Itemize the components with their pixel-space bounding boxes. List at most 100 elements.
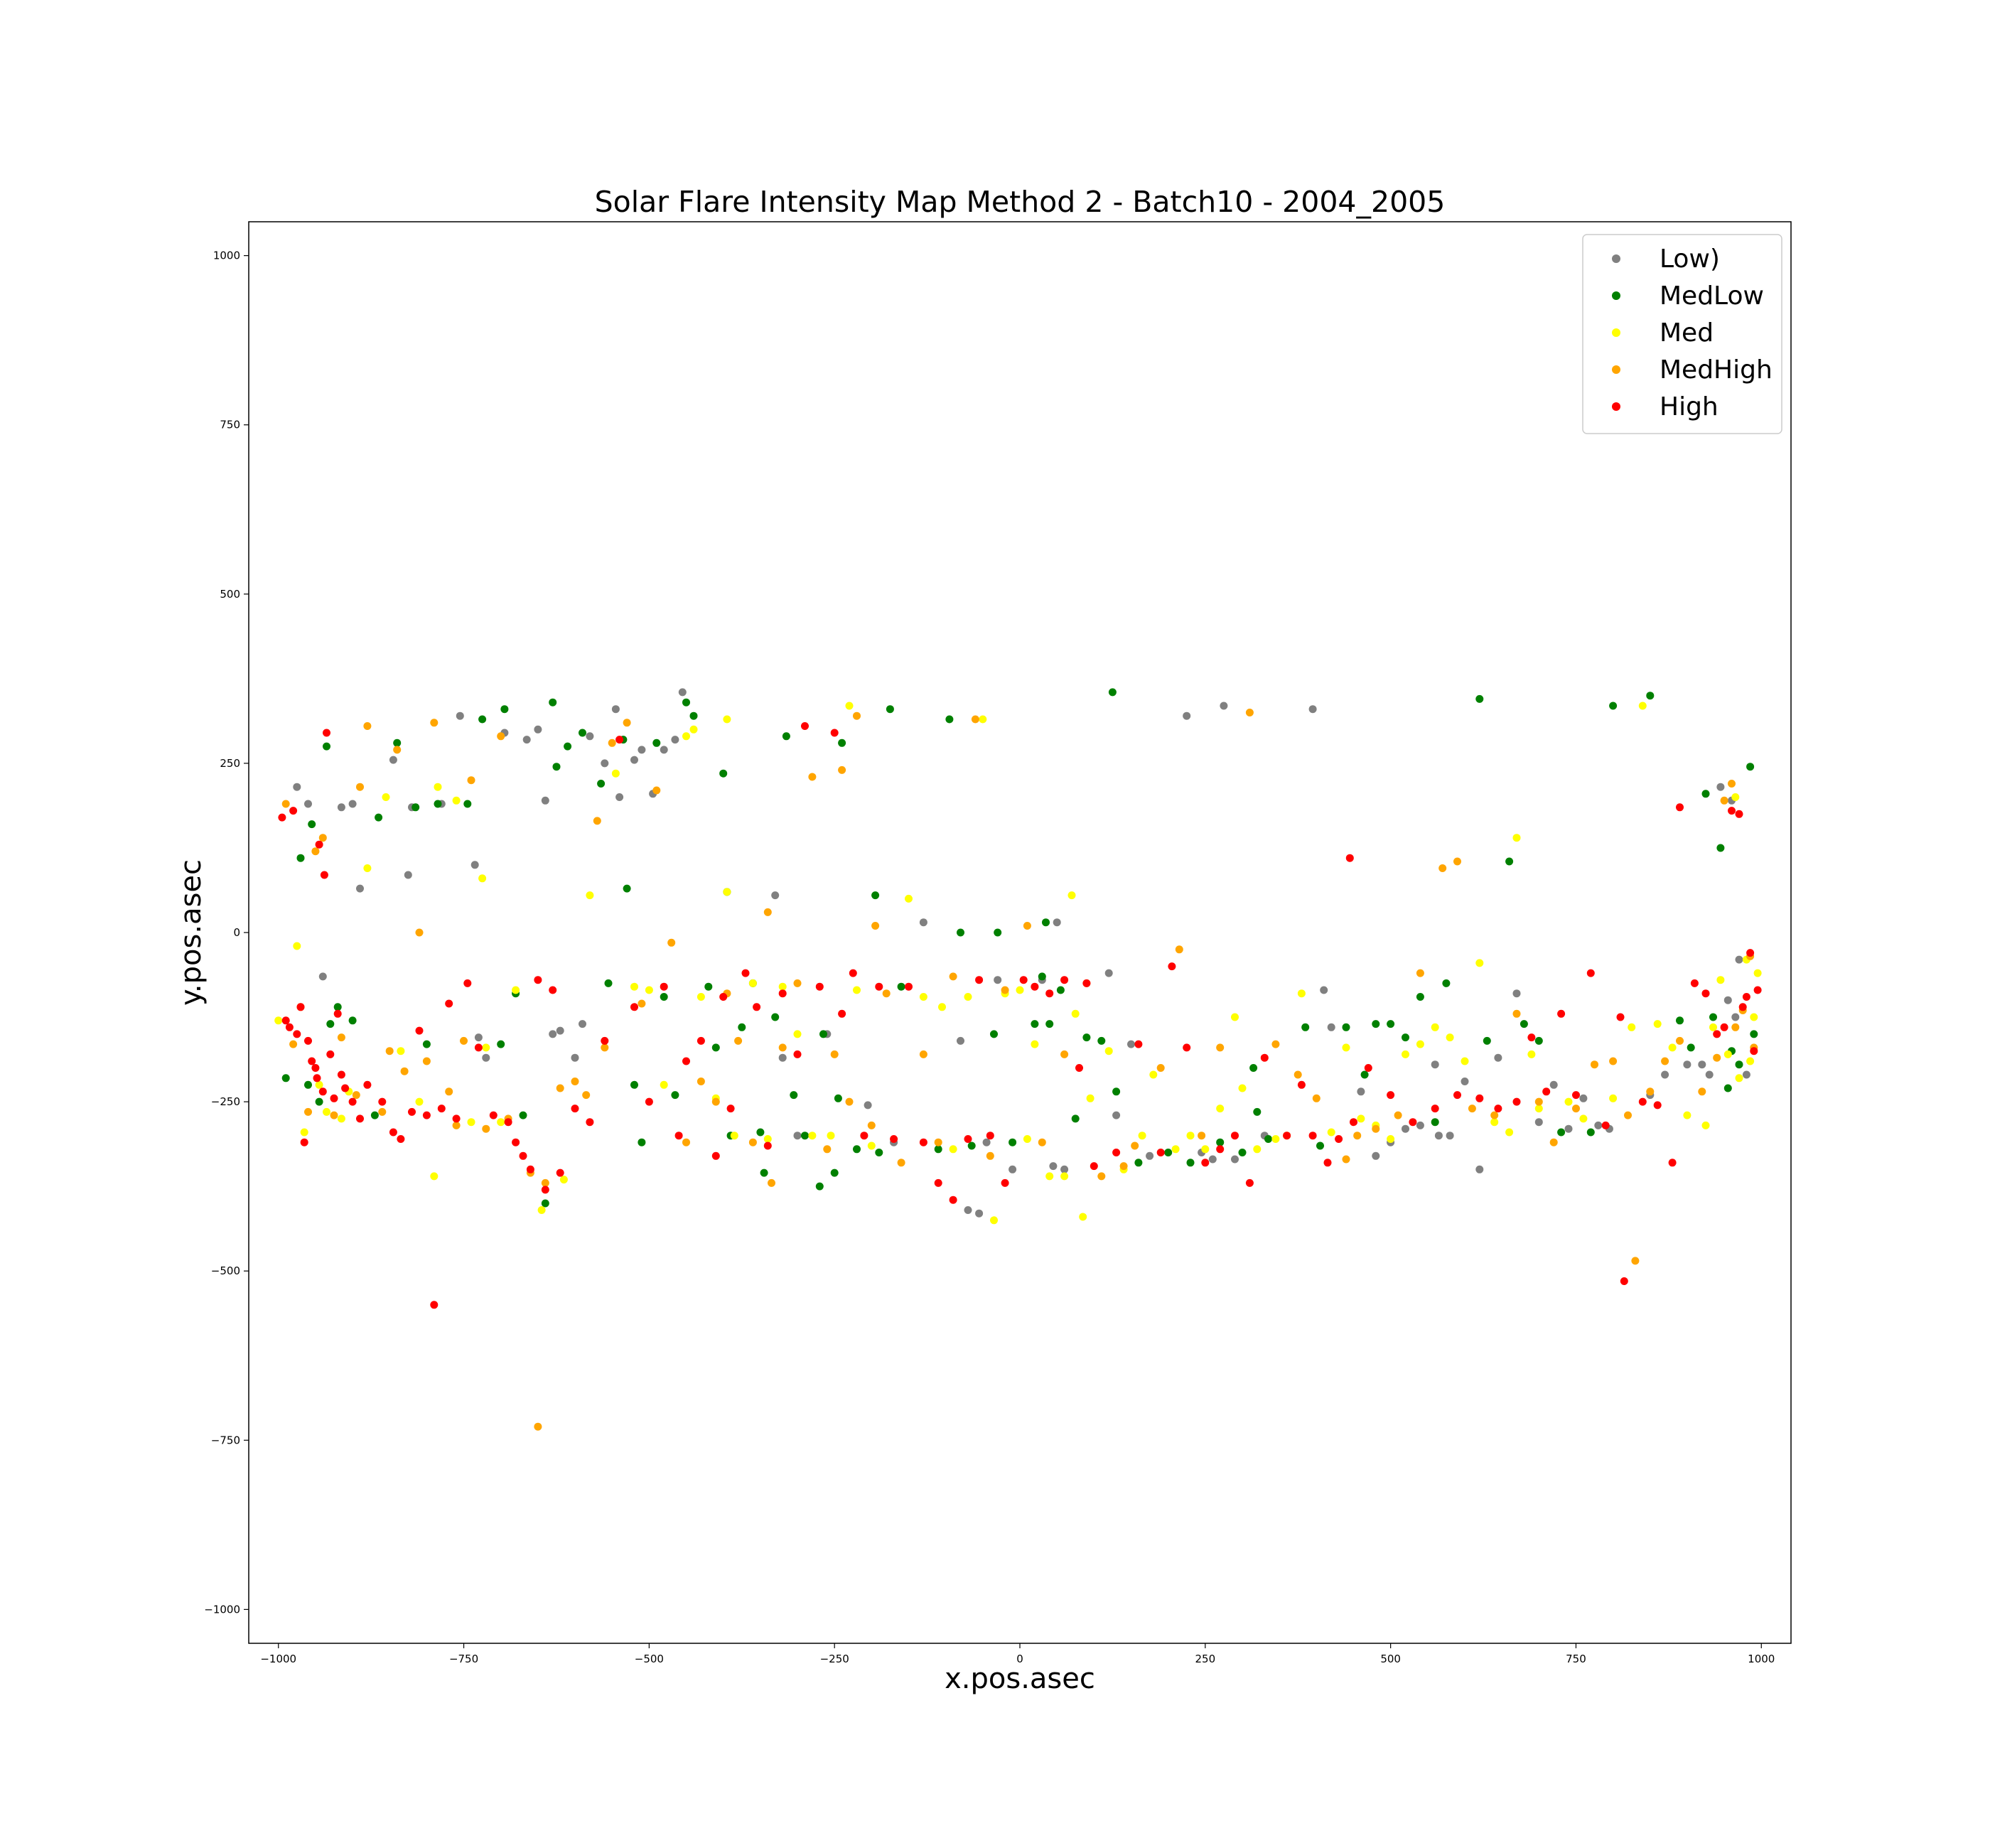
data-point [830,1169,839,1177]
data-point [1446,1132,1454,1140]
data-point [1245,1178,1254,1187]
data-point [1345,854,1354,862]
data-point [1631,1257,1640,1265]
data-point [293,1030,301,1038]
data-point [579,1020,586,1028]
data-point [778,989,787,998]
plot-area [248,221,1792,1644]
data-point [293,783,301,791]
data-point [382,793,390,801]
data-point [1323,1159,1332,1167]
data-point [1609,1094,1618,1102]
data-point [1601,1121,1610,1129]
data-point [1216,1138,1225,1146]
data-point [586,891,594,900]
data-point [393,738,402,747]
data-point [497,1040,505,1048]
data-point [1402,1033,1409,1042]
data-point [1713,1053,1721,1062]
data-point [318,834,327,842]
data-point [682,732,690,741]
data-point [1156,1149,1165,1156]
data-point [1146,1151,1154,1160]
data-point [630,1003,638,1011]
data-point [1231,1155,1239,1164]
data-point [623,719,631,727]
data-point [793,1030,802,1038]
data-point [890,1135,898,1143]
data-point [1572,1091,1580,1100]
data-point [586,1118,594,1127]
data-point [919,993,927,1001]
data-point [1350,1118,1357,1127]
data-point [1060,1165,1069,1173]
data-point [875,982,883,991]
data-point [437,1105,446,1113]
x-tick-label: 250 [1195,1653,1215,1665]
data-point [1149,1070,1158,1079]
data-point [682,1138,690,1146]
data-point [601,1043,609,1052]
data-point [1009,1165,1017,1173]
data-point [460,1036,468,1045]
data-point [1164,1149,1173,1156]
data-point [864,1101,872,1110]
legend-label: Low) [1660,245,1720,274]
data-point [412,803,420,812]
legend-marker [1612,365,1620,374]
data-point [1731,1013,1740,1021]
data-point [1387,1091,1395,1100]
data-point [556,1169,564,1177]
data-point [1594,1121,1603,1129]
data-point [1646,1087,1655,1096]
data-point [296,1003,305,1011]
data-point [1335,1135,1343,1143]
data-point [519,1111,527,1119]
data-point [1112,1087,1121,1096]
data-point [790,1091,798,1100]
legend-label: MedLow [1660,281,1764,311]
data-point [1231,1013,1239,1021]
data-point [1735,955,1743,964]
data-point [719,993,728,1001]
data-point [389,756,397,764]
data-point [623,884,631,893]
data-point [1308,705,1317,714]
data-point [519,1151,527,1160]
data-point [957,1036,964,1045]
data-point [919,1138,927,1146]
data-point [330,1111,338,1119]
data-point [1742,993,1750,1001]
data-point [571,1078,579,1085]
data-point [1171,1145,1180,1154]
data-point [674,1132,683,1140]
data-point [1001,986,1009,994]
data-point [604,979,613,987]
data-point [512,1138,520,1146]
data-point [304,1080,312,1089]
data-point [482,1124,490,1133]
data-point [756,1128,765,1137]
data-point [1505,857,1514,866]
data-point [753,1003,761,1011]
data-point [1738,1003,1747,1011]
legend-marker [1612,254,1620,263]
data-point [934,1178,942,1187]
data-point [601,1036,609,1045]
data-point [1490,1118,1499,1127]
data-point [975,1209,984,1218]
data-point [1534,1097,1543,1106]
legend: Low) MedLow Med MedHigh High [1582,234,1782,434]
data-point [905,894,913,903]
data-point [1431,1060,1439,1069]
data-point [1138,1132,1146,1140]
data-point [1753,986,1762,994]
data-point [470,861,479,869]
data-point [741,969,750,977]
data-point [526,1165,534,1173]
series-med [274,702,1762,1225]
data-point [1260,1053,1269,1062]
data-point [949,1196,957,1204]
data-point [482,1053,490,1062]
data-point [330,1094,338,1102]
